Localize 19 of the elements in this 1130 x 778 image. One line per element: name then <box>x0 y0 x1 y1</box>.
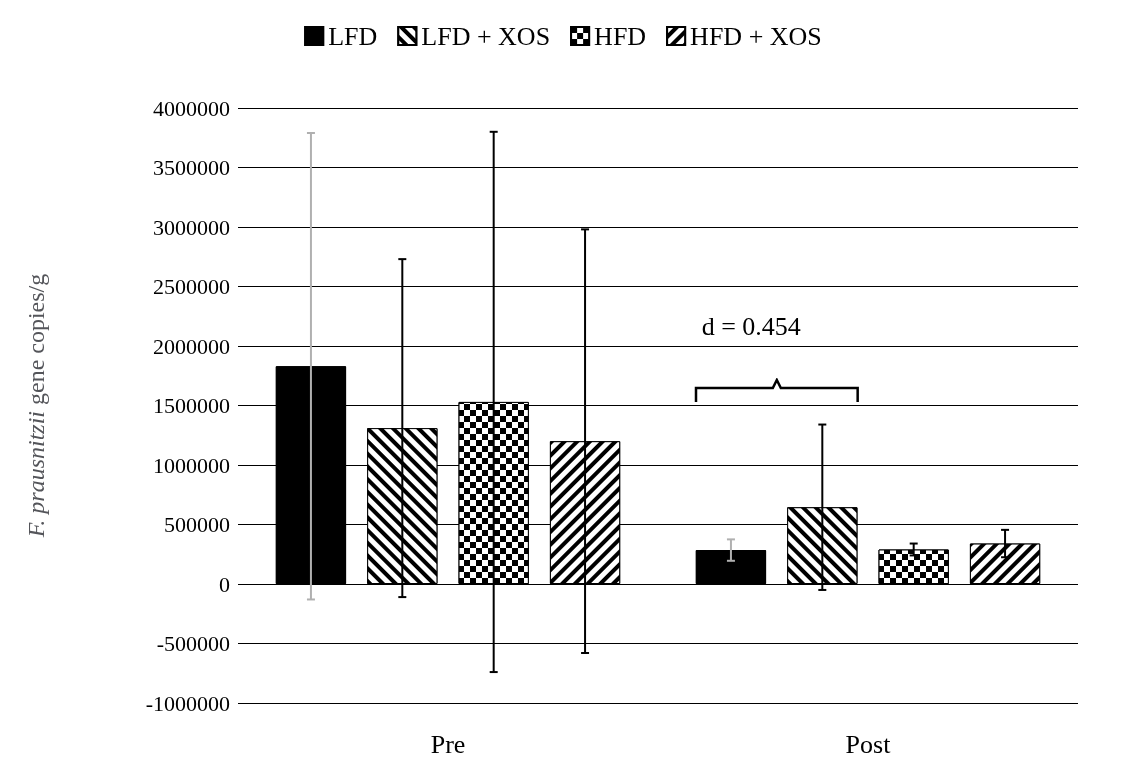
y-tick-label: 2500000 <box>153 274 230 299</box>
y-tick-label: 1000000 <box>153 452 230 478</box>
x-tick-label: Pre <box>430 729 466 759</box>
y-tick-label: -500000 <box>156 631 230 656</box>
legend-label: HFD <box>594 21 647 51</box>
y-tick-label: 3500000 <box>153 155 230 180</box>
y-tick-label: 1500000 <box>153 393 230 418</box>
y-tick-label: 500000 <box>164 512 230 537</box>
y-axis-title: F. prausnitzii gene copies/g <box>23 273 49 539</box>
x-tick-label: Post <box>845 729 892 759</box>
legend-label: HFD + XOS <box>690 21 822 51</box>
y-tick-label: 0 <box>219 571 230 597</box>
y-tick-label: 2000000 <box>153 333 230 359</box>
annotation: d = 0.454 <box>701 311 801 341</box>
legend-label: LFD <box>328 21 378 51</box>
y-tick-label: -1000000 <box>145 690 230 716</box>
y-tick-label: 3000000 <box>153 214 230 240</box>
y-tick-label: 4000000 <box>153 95 230 121</box>
legend-label: LFD + XOS <box>421 21 551 51</box>
